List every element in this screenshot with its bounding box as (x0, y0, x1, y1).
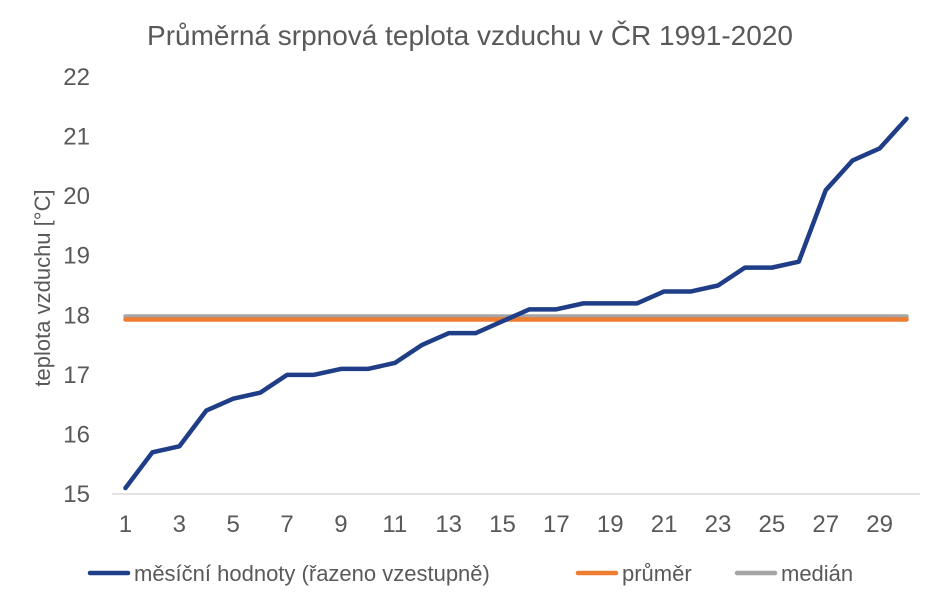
x-tick-label: 3 (173, 511, 186, 538)
x-tick-label: 17 (543, 511, 570, 538)
x-tick-label: 15 (489, 511, 516, 538)
legend: měsíční hodnoty (řazeno vzestupně) průměr… (87, 561, 853, 586)
y-tick-labels: 15 16 17 18 19 20 21 22 (63, 64, 90, 508)
x-tick-label: 7 (280, 511, 293, 538)
y-tick-label: 18 (63, 302, 90, 329)
x-tick-label: 25 (759, 511, 786, 538)
legend-median: medián (734, 561, 853, 586)
y-tick-label: 15 (63, 481, 90, 508)
y-tick-label: 20 (63, 183, 90, 210)
legend-label: průměr (622, 561, 692, 586)
x-tick-label: 1 (119, 511, 132, 538)
y-tick-label: 19 (63, 243, 90, 270)
legend-label: měsíční hodnoty (řazeno vzestupně) (134, 561, 490, 586)
y-tick-label: 16 (63, 421, 90, 448)
x-tick-label: 5 (227, 511, 240, 538)
x-tick-label: 27 (812, 511, 839, 538)
x-tick-label: 29 (866, 511, 893, 538)
series-layer (123, 116, 909, 491)
x-tick-label: 11 (382, 511, 407, 538)
y-axis-title: teplota vzduchu [°C] (30, 189, 55, 386)
x-tick-label: 9 (334, 511, 347, 538)
legend-mean: průměr (575, 561, 692, 586)
legend-monthly: měsíční hodnoty (řazeno vzestupně) (87, 561, 490, 586)
chart-title: Průměrná srpnová teplota vzduchu v ČR 19… (147, 20, 793, 51)
x-tick-label: 21 (651, 511, 678, 538)
x-tick-label: 13 (435, 511, 462, 538)
x-tick-label: 19 (597, 511, 624, 538)
y-tick-label: 21 (63, 124, 90, 151)
y-tick-label: 22 (63, 64, 90, 91)
monthly-values-line (123, 116, 909, 491)
legend-label: medián (781, 561, 853, 586)
x-tick-label: 23 (705, 511, 732, 538)
x-tick-labels: 1 3 5 7 9 11 13 15 17 19 21 23 25 27 29 (119, 511, 893, 538)
y-tick-label: 17 (63, 362, 90, 389)
